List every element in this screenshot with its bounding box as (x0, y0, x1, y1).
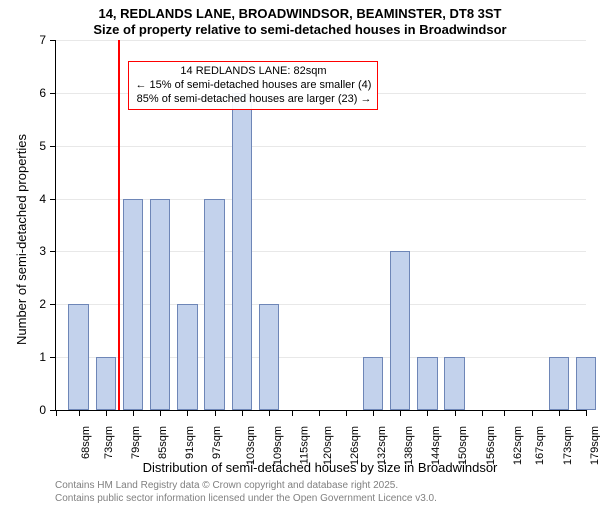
footer-line-2: Contains public sector information licen… (55, 493, 437, 505)
x-tick-mark (160, 410, 161, 416)
x-tick-mark (79, 410, 80, 416)
plot-area: 0123456768sqm73sqm79sqm85sqm91sqm97sqm10… (55, 40, 586, 411)
gridline (56, 40, 586, 41)
y-tick-label: 2 (39, 297, 56, 311)
histogram-bar (390, 251, 410, 410)
histogram-bar (150, 199, 170, 410)
x-tick-mark (269, 410, 270, 416)
histogram-bar (68, 304, 88, 410)
x-tick-label: 73sqm (103, 426, 115, 459)
y-tick-label: 7 (39, 33, 56, 47)
histogram-bar (576, 357, 596, 410)
histogram-bar (177, 304, 197, 410)
y-tick-label: 5 (39, 139, 56, 153)
gridline (56, 146, 586, 147)
histogram-bar (417, 357, 437, 410)
footer-line-1: Contains HM Land Registry data © Crown c… (55, 480, 437, 493)
x-tick-label: 97sqm (211, 426, 223, 459)
x-tick-mark (482, 410, 483, 416)
x-tick-mark (532, 410, 533, 416)
histogram-bar (123, 199, 143, 410)
x-tick-mark (215, 410, 216, 416)
chart-container: 14, REDLANDS LANE, BROADWINDSOR, BEAMINS… (0, 0, 600, 500)
x-axis-label: Distribution of semi-detached houses by … (55, 460, 585, 475)
x-tick-mark (559, 410, 560, 416)
chart-titles: 14, REDLANDS LANE, BROADWINDSOR, BEAMINS… (0, 0, 600, 37)
x-tick-mark (187, 410, 188, 416)
histogram-bar (259, 304, 279, 410)
x-tick-mark (319, 410, 320, 416)
x-tick-mark (133, 410, 134, 416)
x-tick-mark (346, 410, 347, 416)
x-tick-mark (106, 410, 107, 416)
x-tick-mark (504, 410, 505, 416)
title-line-1: 14, REDLANDS LANE, BROADWINDSOR, BEAMINS… (0, 6, 600, 22)
histogram-bar (232, 93, 252, 410)
y-tick-label: 1 (39, 350, 56, 364)
annotation-line-3: 85% of semi-detached houses are larger (… (135, 93, 371, 107)
annotation-box: 14 REDLANDS LANE: 82sqm← 15% of semi-det… (128, 61, 378, 110)
x-tick-label: 91sqm (184, 426, 196, 459)
x-tick-mark (56, 410, 57, 416)
histogram-bar (549, 357, 569, 410)
annotation-line-2: ← 15% of semi-detached houses are smalle… (135, 79, 371, 93)
y-tick-label: 6 (39, 86, 56, 100)
x-tick-mark (455, 410, 456, 416)
x-tick-mark (373, 410, 374, 416)
y-tick-label: 4 (39, 192, 56, 206)
histogram-bar (444, 357, 464, 410)
x-tick-label: 79sqm (130, 426, 142, 459)
y-tick-label: 0 (39, 403, 56, 417)
x-tick-label: 179sqm (589, 426, 600, 465)
reference-line (118, 40, 120, 410)
title-line-2: Size of property relative to semi-detach… (0, 22, 600, 38)
y-axis-label: Number of semi-detached properties (14, 134, 29, 345)
histogram-bar (204, 199, 224, 410)
x-tick-mark (292, 410, 293, 416)
x-tick-mark (400, 410, 401, 416)
x-tick-label: 68sqm (80, 426, 92, 459)
x-tick-label: 115sqm (298, 426, 310, 464)
x-tick-mark (586, 410, 587, 416)
x-tick-mark (427, 410, 428, 416)
x-tick-label: 85sqm (157, 426, 169, 459)
annotation-line-1: 14 REDLANDS LANE: 82sqm (135, 65, 371, 79)
x-tick-mark (242, 410, 243, 416)
histogram-bar (363, 357, 383, 410)
y-tick-label: 3 (39, 244, 56, 258)
chart-footer: Contains HM Land Registry data © Crown c… (55, 480, 437, 505)
histogram-bar (96, 357, 116, 410)
